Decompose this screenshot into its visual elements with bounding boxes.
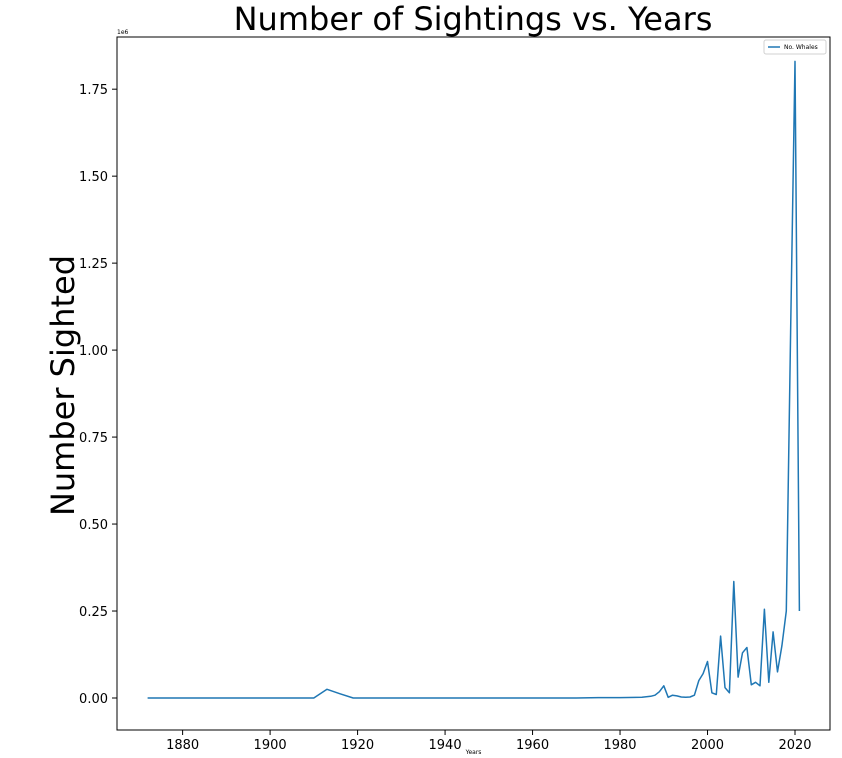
y-tick-label: 1.50: [79, 170, 108, 185]
x-tick-label: 1960: [516, 738, 549, 753]
x-axis-label: Years: [465, 749, 482, 756]
x-tick-label: 1880: [166, 738, 199, 753]
y-tick-label: 0.75: [79, 431, 108, 446]
x-tick-label: 1940: [429, 738, 462, 753]
y-tick-label: 0.25: [79, 605, 108, 620]
x-tick-label: 1900: [254, 738, 287, 753]
series-layer: [147, 60, 801, 699]
y-tick-label: 0.50: [79, 518, 108, 533]
x-tick-label: 2000: [691, 738, 724, 753]
series-line: [147, 60, 801, 699]
y-axis-offset-label: 1e6: [117, 29, 129, 36]
x-tick-label: 1980: [603, 738, 636, 753]
y-tick-label: 1.25: [79, 257, 108, 272]
chart-title: Number of Sightings vs. Years: [234, 0, 713, 38]
x-tick-label: 1920: [341, 738, 374, 753]
axes: 1880 1900 1920 1940 1960 1980 2000 2020 0.00 0.25…: [79, 36, 831, 753]
y-tick-label: 1.00: [79, 344, 108, 359]
y-axis-label: Number Sighted: [44, 255, 82, 516]
legend-label: No. Whales: [784, 44, 818, 51]
legend-box: [763, 39, 827, 55]
plot-frame: [116, 36, 831, 731]
legend: No. Whales: [763, 39, 827, 55]
y-tick-label: 1.75: [79, 83, 108, 98]
y-tick-label: 0.00: [79, 692, 108, 707]
x-tick-label: 2020: [778, 738, 811, 753]
